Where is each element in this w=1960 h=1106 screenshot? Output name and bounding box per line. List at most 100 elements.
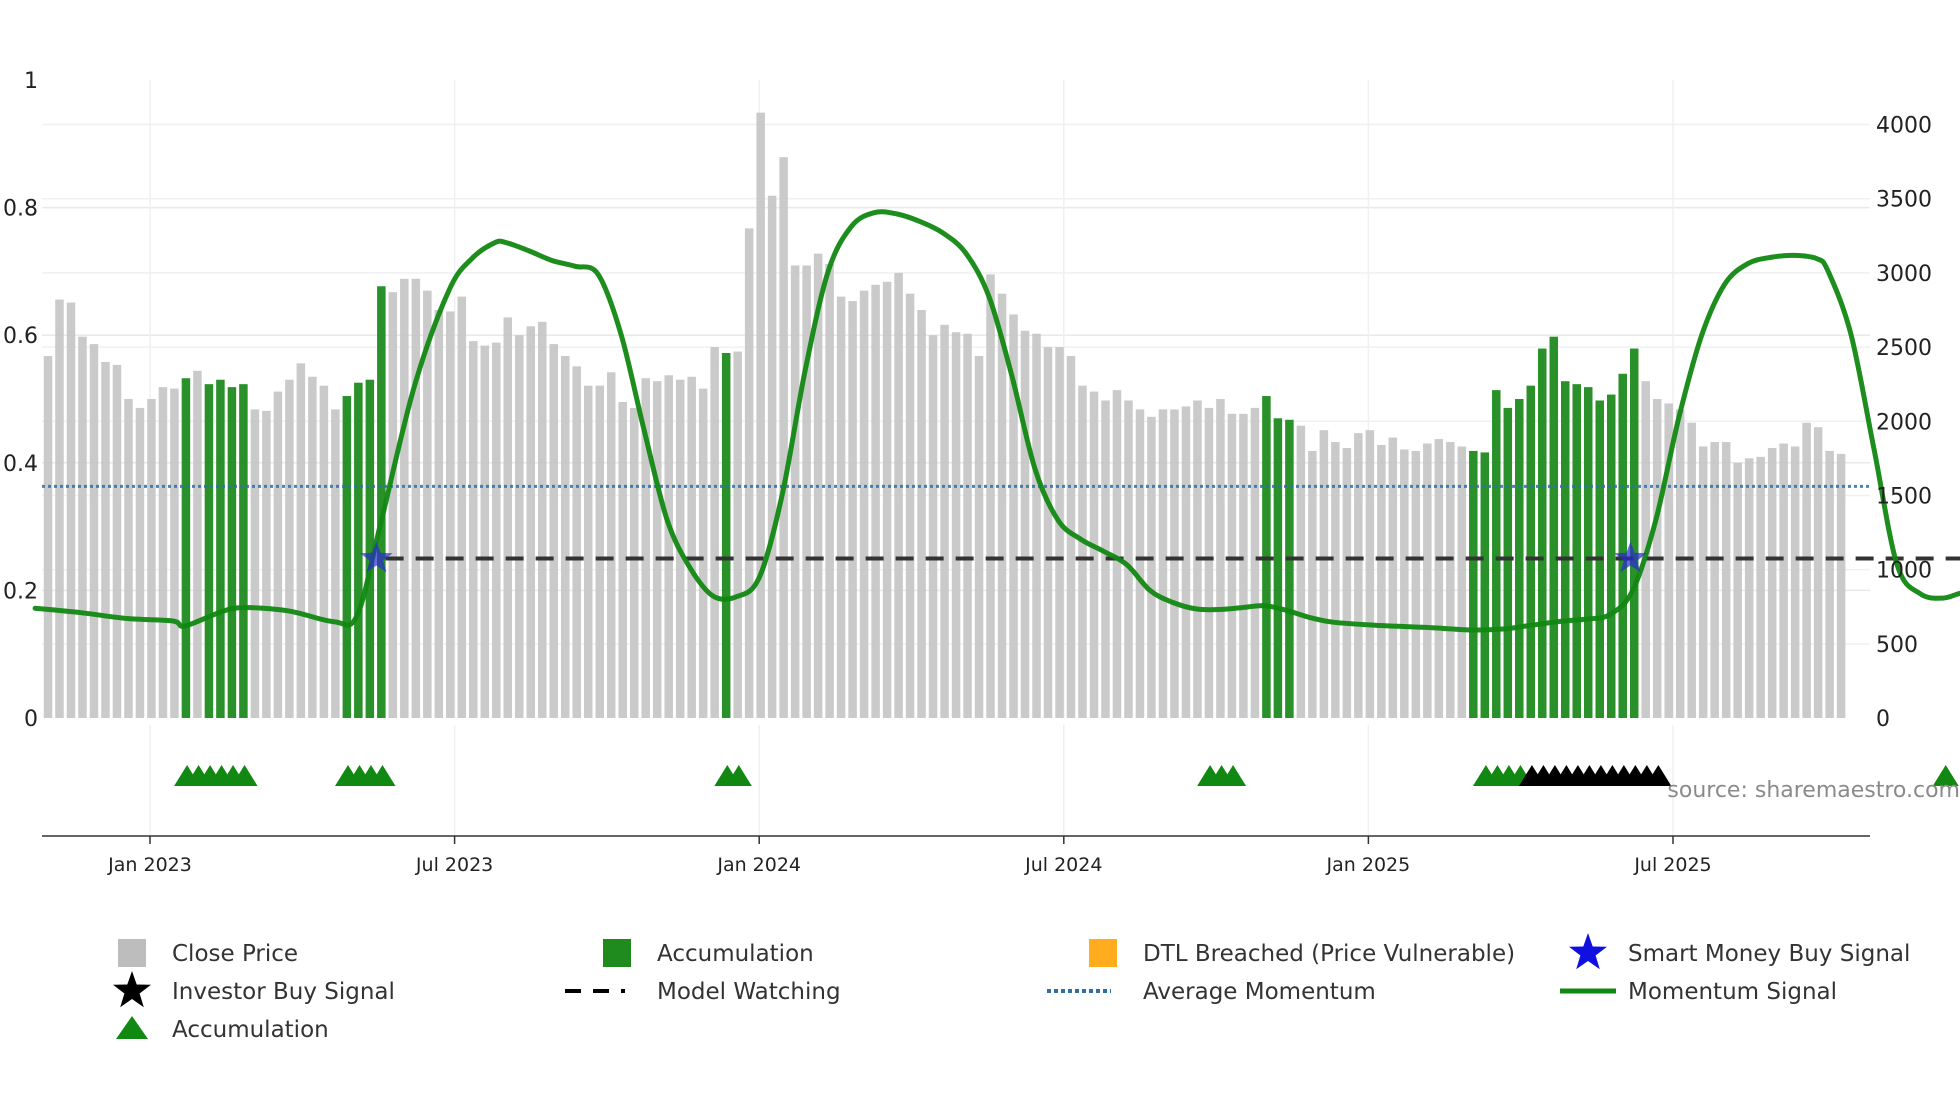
close-price-bar [1170,409,1179,718]
close-price-bar [905,293,915,718]
close-price-bar [1710,442,1719,718]
close-price-bar [1227,413,1237,718]
accumulation-triangle [1220,765,1247,786]
x-tick-label: Jan 2024 [716,854,801,876]
y-left-tick-label: 0.8 [3,197,38,222]
close-price-bar [457,296,467,718]
close-price-bar [101,361,110,718]
legend-label: Investor Buy Signal [172,979,395,1005]
close-price-bar [1354,433,1363,718]
close-price-bar [1055,347,1064,718]
accumulation-bar [1618,373,1627,718]
close-price-bar [1078,385,1087,718]
accumulation-bar [1629,348,1639,718]
close-price-bar [112,364,122,718]
close-price-bar [779,157,788,718]
close-price-bar [629,407,639,718]
close-price-bar [572,366,581,718]
close-price-bar [1733,462,1742,718]
accumulation-bar [1549,336,1559,718]
close-price-bar [526,326,536,718]
close-price-bar [1756,456,1765,718]
accumulation-bar [354,382,363,718]
close-price-bar [1434,439,1444,718]
y-left-tick-label: 0 [24,707,38,732]
close-price-bar [894,272,903,718]
y-right-tick-label: 500 [1876,633,1918,658]
accumulation-bar [342,396,352,718]
close-price-bar [641,378,650,718]
accumulation-bar [1480,452,1490,718]
close-price-bar [78,336,87,718]
legend-square-marker [1089,939,1117,967]
close-price-bar [1377,445,1386,718]
close-price-bar [1664,403,1673,718]
y-left-tick-label: 1 [24,69,38,94]
close-price-bar [285,379,294,718]
close-price-bar [135,407,145,718]
close-price-bar [446,311,455,718]
accumulation-bar [1561,381,1570,718]
close-price-bar [538,321,547,718]
close-price-bar [1296,425,1306,718]
close-price-bar [928,335,938,718]
close-price-bar [262,410,271,718]
close-price-bar [1675,409,1685,718]
axes-layer: 0 0.2 0.4 0.6 0.8 1 0 500 1000 1500 2000 2500 3000 35… [3,69,1932,876]
legend-label: Momentum Signal [1628,979,1837,1005]
close-price-bar [940,324,949,718]
close-price-bar [1250,407,1260,718]
close-price-bar [790,265,800,718]
close-price-bar [434,309,444,718]
accumulation-bar [204,384,214,718]
close-price-bar [411,278,421,718]
close-price-bar [1687,422,1696,718]
accumulation-bar [1273,418,1283,718]
close-price-bar [606,372,616,718]
close-price-bar [1089,391,1099,718]
x-tick-label: Jul 2024 [1024,854,1102,876]
close-price-bar [871,284,880,718]
close-price-bar [618,401,627,718]
investor-accumulation-triangle [1645,765,1672,786]
close-price-bar [1239,413,1248,718]
close-price-bar [836,296,846,718]
close-price-bar [1802,422,1811,718]
close-price-bar [848,301,857,718]
close-price-bar [400,278,409,718]
y-left-tick-label: 0.2 [3,579,38,604]
close-price-bar [250,409,260,718]
accumulation-triangle [231,765,258,786]
accumulation-bar [377,286,386,718]
y-right-tick-label: 4000 [1876,114,1932,139]
legend-label: Average Momentum [1143,979,1376,1005]
accumulation-bar [1492,390,1501,718]
close-price-bar [1342,447,1352,718]
lines-layer [32,209,1960,633]
accumulation-bar [365,379,375,718]
accumulation-bar [1526,385,1536,718]
close-price-bar [744,228,754,718]
close-price-bar [503,317,513,718]
close-price-bar [492,342,501,718]
close-price-bar [595,385,604,718]
accumulation-bar [1469,450,1478,718]
legend-label: Accumulation [657,941,814,967]
close-price-bar [733,351,742,718]
momentum-signal-line [32,209,1960,633]
close-price-bar [308,376,317,718]
close-price-bar [1457,446,1467,718]
legend-label: DTL Breached (Price Vulnerable) [1143,941,1515,967]
close-price-bar [986,274,995,718]
close-price-bar [55,299,64,718]
close-price-bar [1825,450,1834,718]
source-label: source: sharemaestro.com [1667,778,1960,803]
y-right-tick-label: 1500 [1876,484,1932,509]
close-price-bar [469,341,478,718]
close-price-bar [1744,458,1754,718]
accumulation-triangle [725,765,752,786]
accumulation-bar [1503,407,1513,718]
close-price-bar [802,265,811,718]
